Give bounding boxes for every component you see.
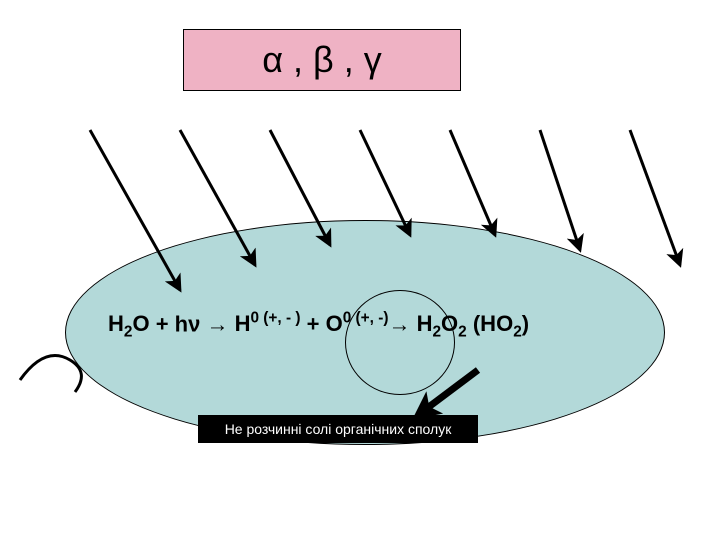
formula-ho2: (HO2) [473, 311, 529, 336]
cell-tail [20, 356, 81, 393]
formula-plus: + [301, 311, 326, 336]
formula-O: O0 (+, -) [326, 311, 389, 336]
formula-arrow: → [200, 311, 234, 336]
insoluble-salts-label: Не розчинні солі органічних сполук [198, 415, 478, 443]
nucleus-circle [345, 290, 455, 395]
formula-hv: hν [175, 311, 201, 336]
formula-plus: + [150, 311, 175, 336]
formula-h2o: H2O [108, 311, 150, 336]
radiation-types-box: α , β , γ [183, 29, 461, 91]
formula-arrow: → [388, 311, 416, 336]
formula-h2o2: H2O2 [417, 311, 467, 336]
formula-H: H0 (+, - ) [235, 311, 301, 336]
reaction-formula: H2O + hν → H0 (+, - ) + O0 (+, -)→ H2O2 … [108, 310, 529, 342]
